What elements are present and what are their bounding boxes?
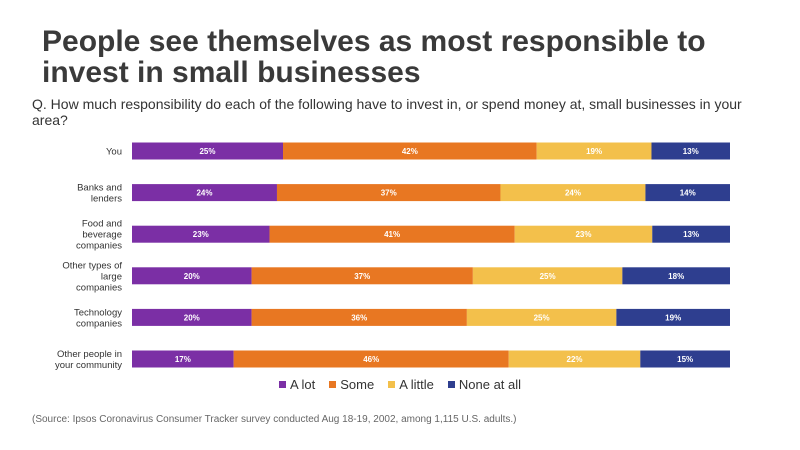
data-label-banks-and-lenders-a-little: 24%: [565, 189, 581, 198]
bar-banks-and-lenders-a-lot: [132, 184, 277, 202]
data-label-other-types-of-large-companies-some: 37%: [354, 272, 370, 281]
chart-subtitle: Q. How much responsibility do each of th…: [32, 96, 742, 128]
data-label-other-types-of-large-companies-a-lot: 20%: [184, 272, 200, 281]
legend-label-a-lot: A lot: [289, 377, 316, 392]
data-label-banks-and-lenders-some: 37%: [381, 189, 397, 198]
data-label-you-some: 42%: [402, 147, 418, 156]
data-label-other-people-in-your-community-none-at-all: 15%: [677, 355, 693, 364]
data-label-you-a-lot: 25%: [199, 147, 215, 156]
legend-label-none-at-all: None at all: [458, 377, 522, 392]
category-label-food-and-beverage-companies: Food and beverage companies: [76, 219, 122, 252]
data-label-other-people-in-your-community-some: 46%: [363, 355, 379, 364]
legend-swatch-a-little: [388, 381, 396, 388]
bar-technology-companies-a-little: [466, 308, 617, 326]
data-label-technology-companies-a-lot: 20%: [184, 313, 200, 322]
data-label-food-and-beverage-companies-a-little: 23%: [575, 230, 591, 239]
data-label-other-types-of-large-companies-a-little: 25%: [540, 272, 556, 281]
bar-technology-companies-a-lot: [132, 308, 252, 326]
data-label-food-and-beverage-companies-some: 41%: [384, 230, 400, 239]
bar-banks-and-lenders-a-little: [500, 184, 646, 202]
category-label-other-people-in-your-community: Other people in your community: [55, 349, 122, 370]
bar-you-a-little: [536, 142, 652, 160]
bar-banks-and-lenders-some: [276, 184, 501, 202]
bar-other-people-in-your-community-a-lot: [132, 350, 234, 368]
legend-item-a-little: A little: [388, 377, 434, 392]
bar-you-a-lot: [132, 142, 284, 160]
bar-other-types-of-large-companies-a-little: [472, 267, 623, 285]
legend-label-some: Some: [340, 377, 375, 392]
bar-food-and-beverage-companies-a-lot: [132, 225, 270, 243]
legend-item-a-lot: A lot: [278, 377, 316, 392]
bar-technology-companies-some: [251, 308, 467, 326]
legend-swatch-some: [329, 381, 337, 388]
legend-swatch-none-at-all: [447, 381, 455, 388]
bar-you-none-at-all: [651, 142, 730, 160]
data-label-banks-and-lenders-none-at-all: 14%: [680, 189, 696, 198]
legend-label-a-little: A little: [399, 377, 434, 392]
data-label-technology-companies-none-at-all: 19%: [665, 313, 681, 322]
bar-other-types-of-large-companies-some: [251, 267, 473, 285]
bar-other-types-of-large-companies-a-lot: [132, 267, 252, 285]
category-label-you: You: [106, 147, 122, 158]
category-label-other-types-of-large-companies: Other types of large companies: [62, 260, 122, 293]
category-label-banks-and-lenders: Banks and lenders: [77, 183, 122, 205]
bar-technology-companies-none-at-all: [616, 308, 730, 326]
data-label-other-people-in-your-community-a-lot: 17%: [175, 355, 191, 364]
bar-you-some: [283, 142, 537, 160]
bar-other-people-in-your-community-some: [233, 350, 509, 368]
data-label-other-people-in-your-community-a-little: 22%: [567, 355, 583, 364]
bar-food-and-beverage-companies-a-little: [514, 225, 653, 243]
data-label-you-none-at-all: 13%: [683, 147, 699, 156]
bar-food-and-beverage-companies-none-at-all: [652, 225, 730, 243]
source-note: (Source: Ipsos Coronavirus Consumer Trac…: [32, 414, 517, 425]
bar-other-people-in-your-community-none-at-all: [640, 350, 730, 368]
legend-swatch-a-lot: [278, 381, 286, 388]
bar-other-types-of-large-companies-none-at-all: [622, 267, 730, 285]
data-label-food-and-beverage-companies-none-at-all: 13%: [683, 230, 699, 239]
legend-item-some: Some: [329, 377, 374, 392]
legend-item-none-at-all: None at all: [447, 377, 522, 392]
chart-legend: A lot Some A little None at all: [0, 377, 800, 392]
chart-title: People see themselves as most responsibl…: [42, 25, 706, 89]
data-label-you-a-little: 19%: [586, 147, 602, 156]
bar-food-and-beverage-companies-some: [269, 225, 515, 243]
data-label-technology-companies-a-little: 25%: [534, 313, 550, 322]
data-label-other-types-of-large-companies-none-at-all: 18%: [668, 272, 684, 281]
category-label-technology-companies: Technology companies: [74, 307, 122, 329]
bar-banks-and-lenders-none-at-all: [645, 184, 730, 202]
data-label-food-and-beverage-companies-a-lot: 23%: [193, 230, 209, 239]
bar-other-people-in-your-community-a-little: [508, 350, 641, 368]
data-label-technology-companies-some: 36%: [351, 313, 367, 322]
stacked-bar-chart: You 25% 42% 19% 13% Banks and lenders 24% 37% 24%…: [55, 142, 730, 370]
data-label-banks-and-lenders-a-lot: 24%: [196, 189, 212, 198]
